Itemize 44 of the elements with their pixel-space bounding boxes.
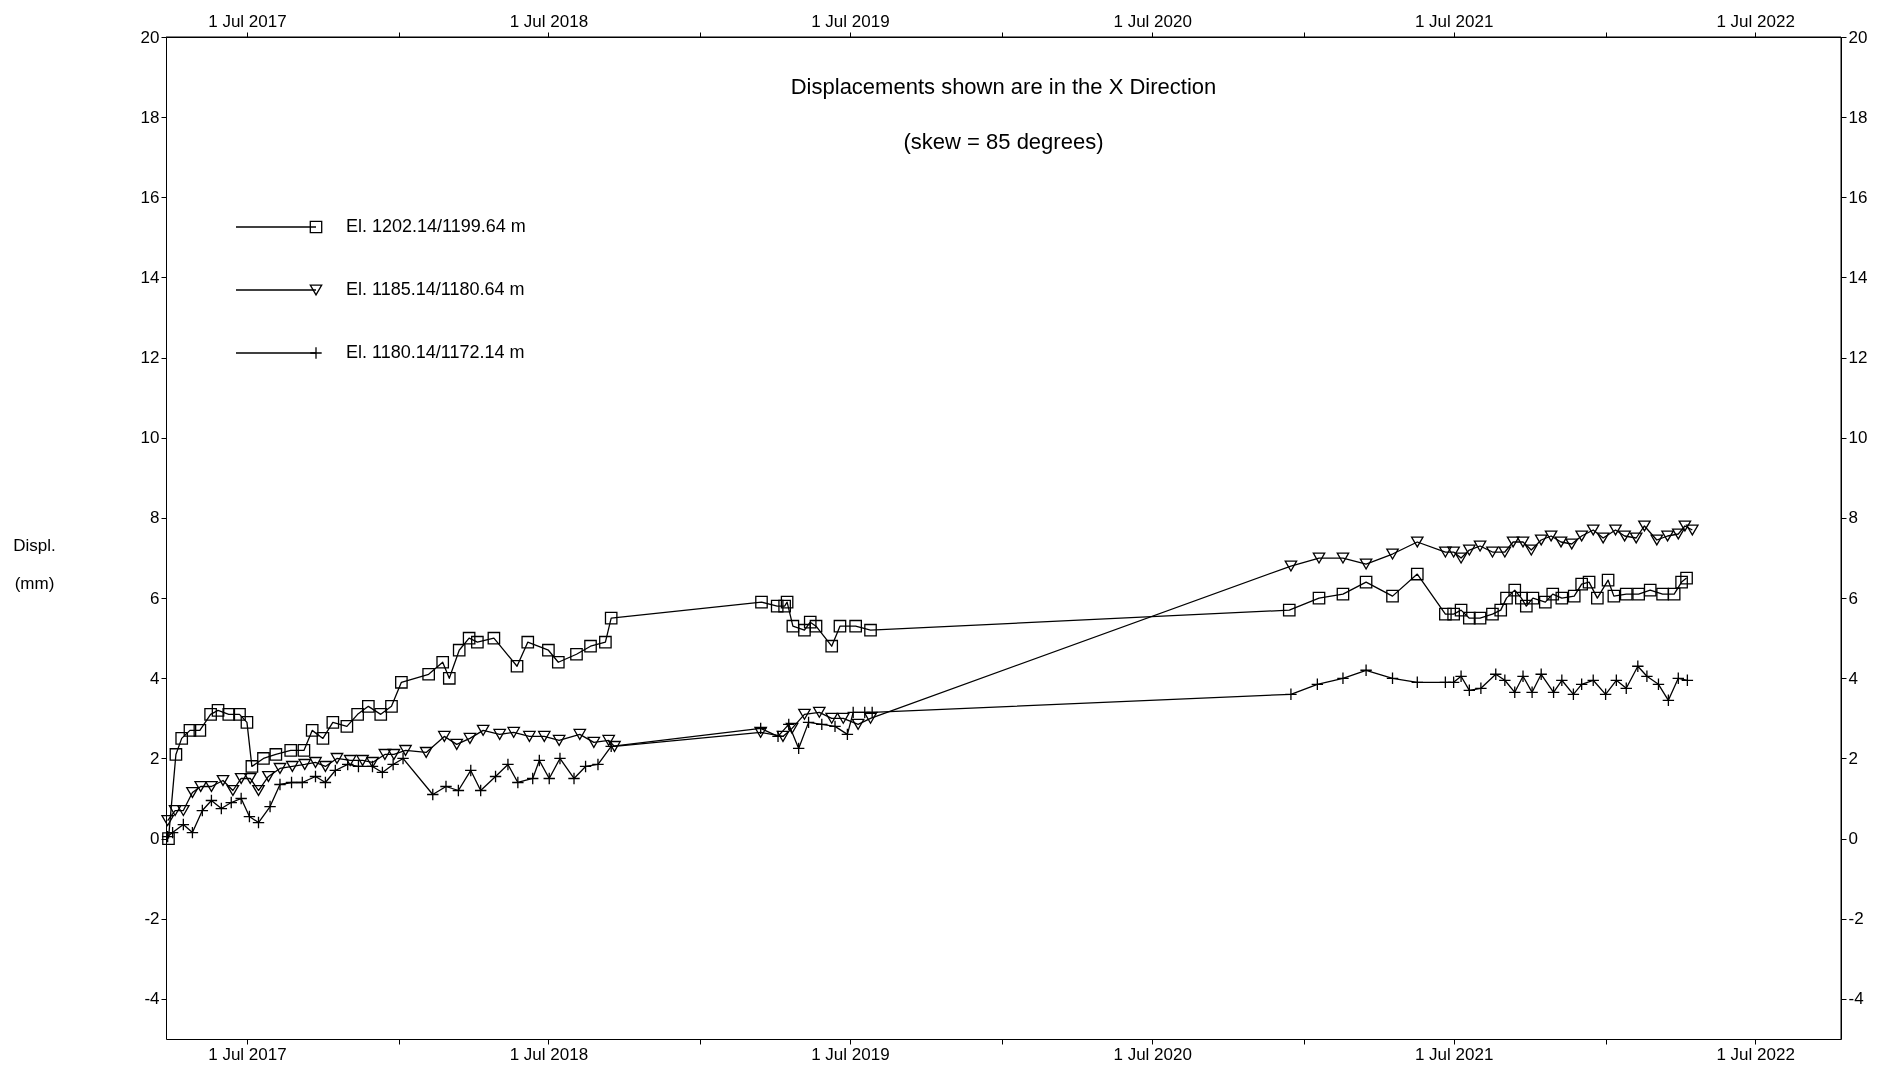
y-tick-label: 12: [140, 348, 160, 368]
text: (skew = 85 degrees): [903, 129, 1104, 154]
y-tick-label: 16: [140, 187, 160, 207]
y2-tick-label: 12: [1848, 348, 1868, 368]
y2-tick-label: -2: [1848, 909, 1864, 929]
y2-tick-label: -4: [1848, 989, 1864, 1009]
y2-tick-label: 10: [1848, 428, 1868, 448]
y2-tick-label: 0: [1848, 829, 1858, 849]
y-tick-label: 2: [150, 748, 160, 768]
y2-tick-label: 4: [1848, 668, 1858, 688]
y-tick-label: 8: [150, 508, 160, 528]
x-tick-label: 1 Jul 2018: [509, 1044, 589, 1064]
y-tick-label: 20: [140, 27, 160, 47]
text: Displacements shown are in the X Direction: [790, 74, 1217, 99]
y-tick-label: 4: [150, 668, 160, 688]
x2-tick-label: 1 Jul 2022: [1716, 11, 1795, 31]
x-tick-label: 1 Jul 2017: [208, 1044, 287, 1064]
x-tick-label: 1 Jul 2021: [1414, 1044, 1494, 1064]
x-tick-label: 1 Jul 2019: [811, 1044, 890, 1064]
legend-label: El. 1185.14/1180.64 m: [346, 279, 525, 299]
x2-tick-label: 1 Jul 2017: [208, 11, 287, 31]
y-tick-label: 18: [140, 107, 160, 127]
y-tick-label: -4: [144, 989, 160, 1009]
x-tick-label: 1 Jul 2022: [1716, 1044, 1795, 1064]
y2-tick-label: 6: [1848, 588, 1858, 608]
y2-tick-label: 20: [1848, 27, 1868, 47]
y2-tick-label: 8: [1848, 508, 1858, 528]
legend-label: El. 1202.14/1199.64 m: [346, 216, 526, 236]
x2-tick-label: 1 Jul 2020: [1113, 11, 1192, 31]
y2-tick-label: 18: [1848, 107, 1868, 127]
legend-label: El. 1180.14/1172.14 m: [346, 342, 525, 362]
y-tick-label: 0: [150, 829, 160, 849]
y2-tick-label: 2: [1848, 748, 1858, 768]
y-tick-label: 6: [150, 588, 160, 608]
x-tick-label: 1 Jul 2020: [1113, 1044, 1192, 1064]
x2-tick-label: 1 Jul 2019: [811, 11, 890, 31]
y-axis-title: Displ. (mm): [13, 535, 56, 593]
x2-tick-label: 1 Jul 2018: [509, 11, 589, 31]
y2-tick-label: 14: [1848, 267, 1868, 287]
x2-tick-label: 1 Jul 2021: [1414, 11, 1494, 31]
y2-tick-label: 16: [1848, 187, 1868, 207]
y-tick-label: -2: [144, 909, 160, 929]
y-tick-label: 14: [140, 267, 160, 287]
y-tick-label: 10: [140, 428, 160, 448]
